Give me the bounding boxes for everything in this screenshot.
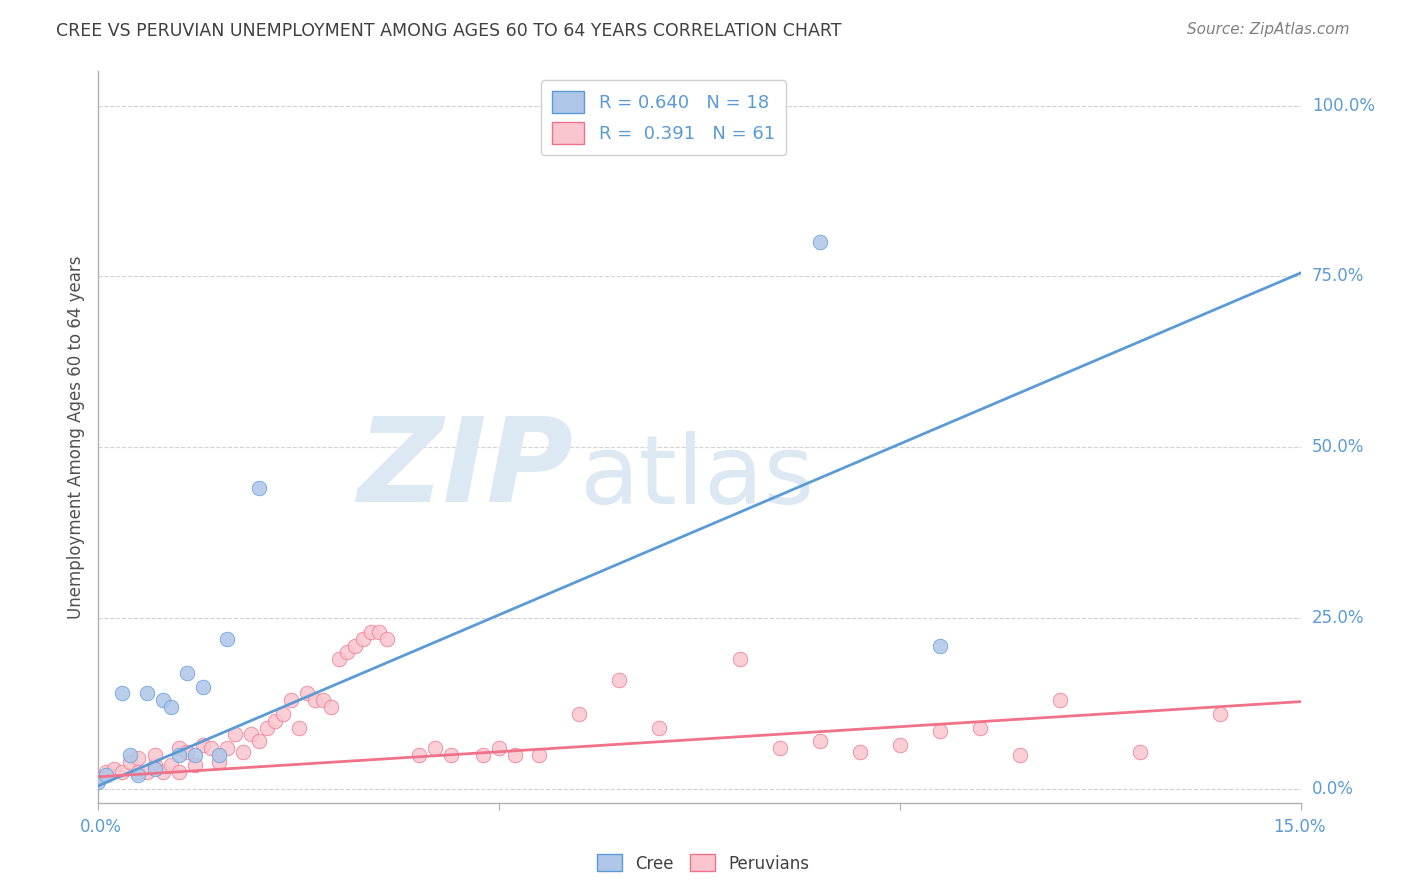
Text: 25.0%: 25.0% <box>1312 609 1364 627</box>
Point <box>183 747 205 762</box>
Point <box>568 706 591 721</box>
Point <box>288 721 311 735</box>
Text: Source: ZipAtlas.com: Source: ZipAtlas.com <box>1187 22 1350 37</box>
Point <box>328 652 350 666</box>
Point <box>472 747 495 762</box>
Point <box>271 706 294 721</box>
Point <box>969 721 991 735</box>
Point <box>135 686 157 700</box>
Legend: R = 0.640   N = 18, R =  0.391   N = 61: R = 0.640 N = 18, R = 0.391 N = 61 <box>541 80 786 155</box>
Point <box>224 727 246 741</box>
Point <box>208 755 231 769</box>
Point <box>143 762 166 776</box>
Text: 75.0%: 75.0% <box>1312 268 1364 285</box>
Text: 15.0%: 15.0% <box>1272 818 1326 836</box>
Point <box>128 751 150 765</box>
Point <box>152 693 174 707</box>
Point <box>167 765 190 780</box>
Point <box>1129 745 1152 759</box>
Point <box>111 686 134 700</box>
Point <box>176 665 198 680</box>
Text: ZIP: ZIP <box>357 412 574 527</box>
Point <box>648 721 671 735</box>
Point <box>488 741 510 756</box>
Point <box>423 741 446 756</box>
Point <box>336 645 359 659</box>
Text: 100.0%: 100.0% <box>1312 96 1375 114</box>
Point <box>191 738 214 752</box>
Point <box>343 639 366 653</box>
Point <box>808 235 831 250</box>
Point <box>215 741 238 756</box>
Point <box>111 765 134 780</box>
Text: atlas: atlas <box>579 431 814 524</box>
Point <box>929 724 952 739</box>
Point <box>215 632 238 646</box>
Point <box>352 632 374 646</box>
Text: CREE VS PERUVIAN UNEMPLOYMENT AMONG AGES 60 TO 64 YEARS CORRELATION CHART: CREE VS PERUVIAN UNEMPLOYMENT AMONG AGES… <box>56 22 842 40</box>
Point <box>280 693 302 707</box>
Point <box>183 758 205 772</box>
Point <box>728 652 751 666</box>
Point <box>295 686 318 700</box>
Point <box>1209 706 1232 721</box>
Text: 0.0%: 0.0% <box>80 818 122 836</box>
Point <box>167 741 190 756</box>
Point <box>375 632 398 646</box>
Point <box>849 745 872 759</box>
Point <box>319 700 342 714</box>
Text: 50.0%: 50.0% <box>1312 438 1364 457</box>
Point <box>159 700 181 714</box>
Point <box>408 747 430 762</box>
Point <box>120 747 142 762</box>
Point <box>312 693 335 707</box>
Point <box>256 721 278 735</box>
Point <box>1049 693 1071 707</box>
Point <box>929 639 952 653</box>
Point <box>167 747 190 762</box>
Point <box>143 747 166 762</box>
Point <box>360 624 382 639</box>
Point <box>247 734 270 748</box>
Point <box>889 738 911 752</box>
Y-axis label: Unemployment Among Ages 60 to 64 years: Unemployment Among Ages 60 to 64 years <box>66 255 84 619</box>
Point <box>159 758 181 772</box>
Point <box>143 758 166 772</box>
Point <box>120 755 142 769</box>
Point <box>200 741 222 756</box>
Point <box>96 765 118 780</box>
Point <box>239 727 262 741</box>
Point <box>176 745 198 759</box>
Point <box>1010 747 1032 762</box>
Point <box>128 765 150 780</box>
Text: 0.0%: 0.0% <box>1312 780 1354 798</box>
Point <box>304 693 326 707</box>
Point <box>529 747 551 762</box>
Point <box>87 772 110 786</box>
Point <box>440 747 463 762</box>
Point <box>96 768 118 782</box>
Point <box>152 765 174 780</box>
Point <box>87 775 110 789</box>
Point <box>768 741 790 756</box>
Point <box>368 624 391 639</box>
Point <box>247 481 270 495</box>
Point <box>128 768 150 782</box>
Point <box>191 680 214 694</box>
Point <box>263 714 285 728</box>
Point <box>808 734 831 748</box>
Point <box>103 762 125 776</box>
Point <box>208 747 231 762</box>
Point <box>135 765 157 780</box>
Point <box>503 747 526 762</box>
Point <box>232 745 254 759</box>
Legend: Cree, Peruvians: Cree, Peruvians <box>591 847 815 880</box>
Point <box>609 673 631 687</box>
